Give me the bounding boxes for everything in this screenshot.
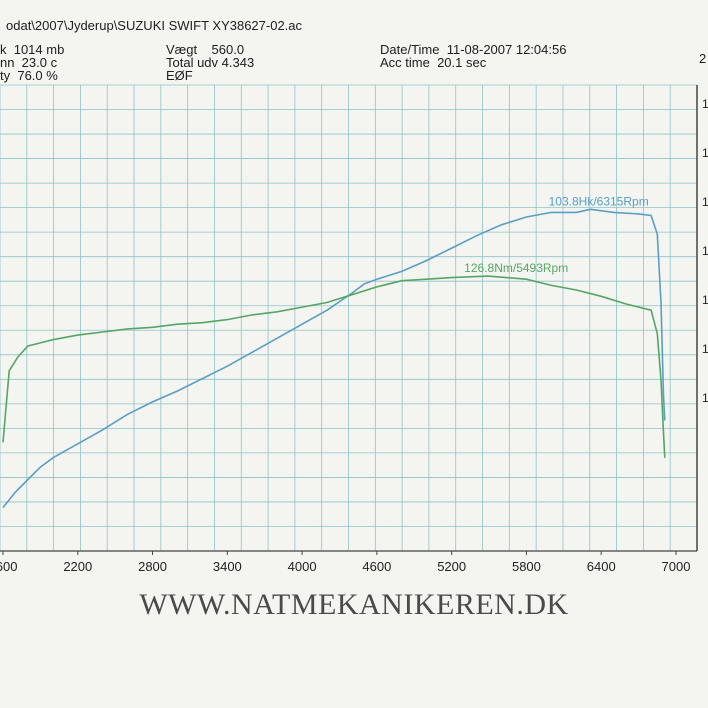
date-time: Date/Time 11-08-2007 12:04:56 <box>380 42 567 57</box>
weight: Vægt 560.0 <box>166 42 245 57</box>
y-tick-label: 1 <box>702 342 708 356</box>
y-tick-label: 1 <box>702 195 708 209</box>
peak-annotations: 103.8Hk/6315Rpm 126.8Nm/5493Rpm <box>464 194 649 275</box>
website-footer: WWW.NATMEKANIKEREN.DK <box>139 588 569 621</box>
y-axis-ticks: 1 1 1 1 1 1 1 <box>702 97 708 405</box>
x-axis-ticks: 1600 2200 2800 3400 4000 4600 5200 5800 6400 7000 <box>0 551 690 574</box>
y-tick-label: 1 <box>702 146 708 160</box>
corner-digit: 2 <box>699 51 707 66</box>
x-tick-label: 7000 <box>662 559 691 574</box>
series-lines <box>2 208 666 509</box>
x-tick-label: 2800 <box>138 559 167 574</box>
total-udv: Total udv 4.343 <box>166 55 255 70</box>
peak-label-power: 103.8Hk/6315Rpm <box>549 194 649 208</box>
file-path: odat\2007\Jyderup\SUZUKI SWIFT XY38627-0… <box>6 18 303 33</box>
x-tick-label: 5200 <box>437 559 466 574</box>
eof-label: EØF <box>166 68 193 83</box>
temperature: nn 23.0 c <box>0 55 58 70</box>
x-tick-label: 1600 <box>0 559 17 574</box>
acc-time: Acc time 20.1 sec <box>380 55 487 70</box>
x-tick-label: 6400 <box>587 559 616 574</box>
series-line-power <box>2 208 666 509</box>
y-tick-label: 1 <box>702 244 708 258</box>
y-tick-label: 1 <box>702 97 708 111</box>
x-tick-label: 2200 <box>63 559 92 574</box>
humidity: ty 76.0 % <box>0 68 58 83</box>
x-tick-label: 4000 <box>288 559 317 574</box>
chart-grid <box>0 84 698 552</box>
peak-label-torque: 126.8Nm/5493Rpm <box>464 261 568 275</box>
y-tick-label: 1 <box>702 391 708 405</box>
x-tick-label: 4600 <box>362 559 391 574</box>
air-pressure: k 1014 mb <box>0 42 65 57</box>
series-line-torque <box>2 275 666 458</box>
y-tick-label: 1 <box>702 293 708 307</box>
x-tick-label: 5800 <box>512 559 541 574</box>
x-tick-label: 3400 <box>213 559 242 574</box>
